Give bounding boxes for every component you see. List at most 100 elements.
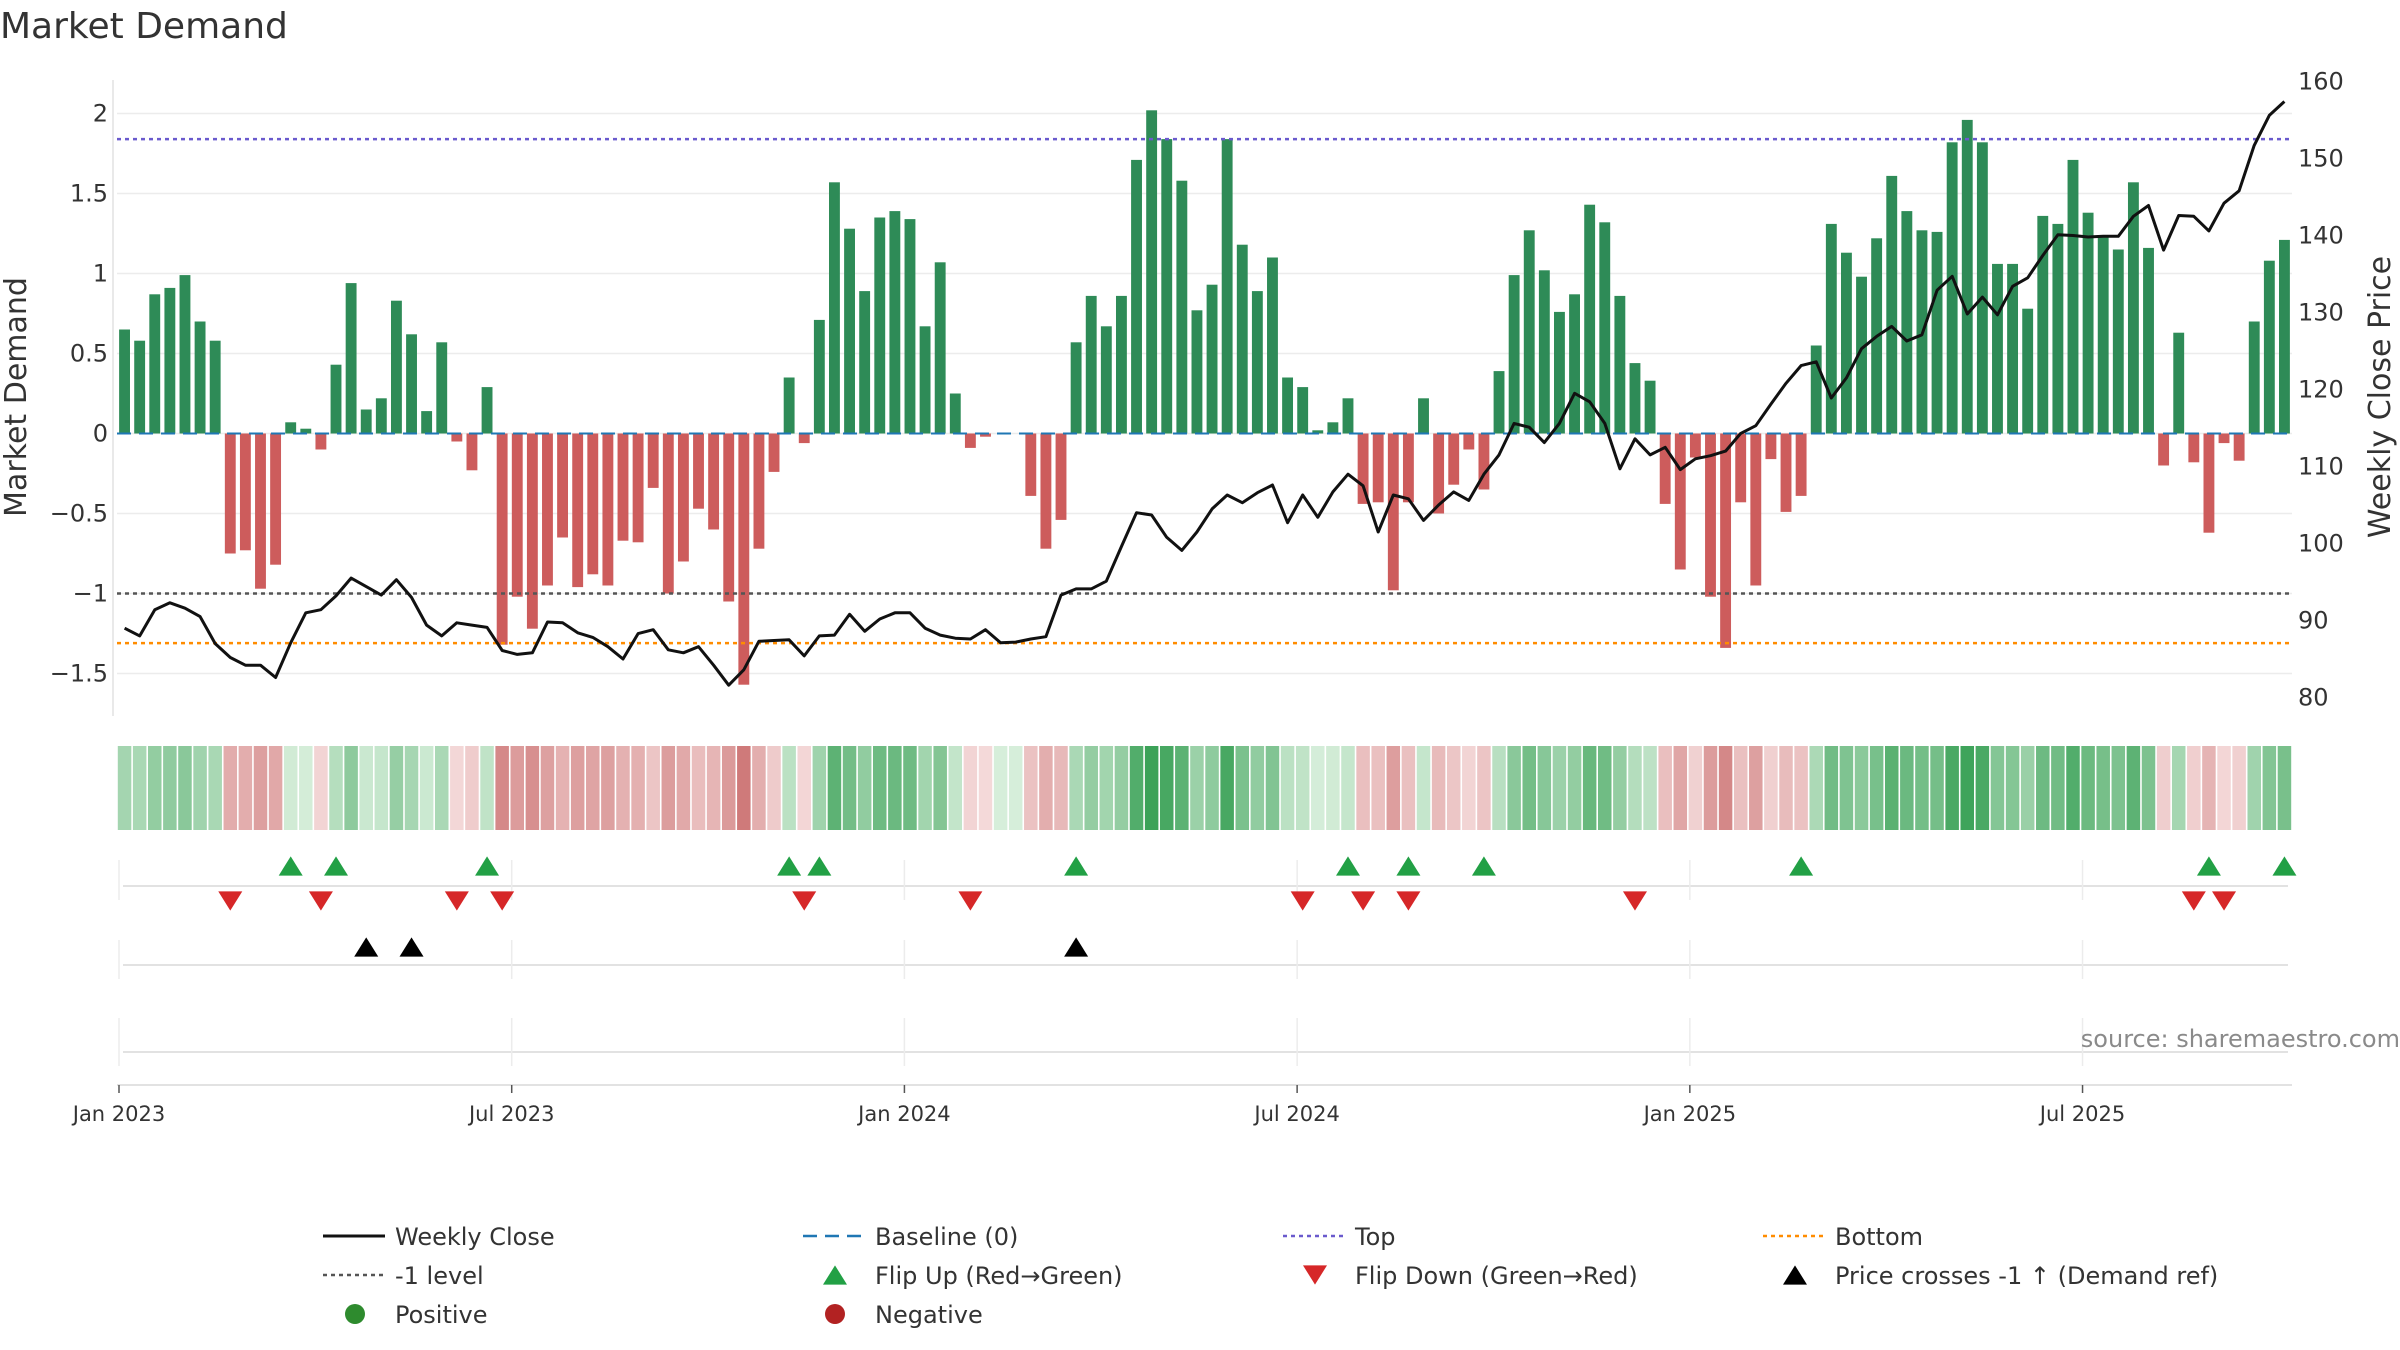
negative-demand-bar xyxy=(1463,433,1475,450)
strip-cell xyxy=(1567,746,1582,830)
flip-up-marker xyxy=(1064,856,1089,876)
strip-cell xyxy=(117,746,132,830)
strip-cell xyxy=(1401,746,1416,830)
strip-cell xyxy=(752,746,766,830)
positive-demand-bar xyxy=(934,262,946,434)
positive-demand-bar xyxy=(889,211,901,434)
left-tick-label: 2 xyxy=(93,100,108,128)
strip-cell xyxy=(148,746,162,830)
negative-demand-bar xyxy=(693,433,704,509)
negative-demand-bar xyxy=(1750,433,1762,586)
positive-demand-bar xyxy=(194,321,206,434)
positive-demand-bar xyxy=(1100,326,1112,434)
x-tick-label: Jul 2025 xyxy=(2038,1102,2125,1126)
strip-cell xyxy=(283,746,298,830)
strip-cell xyxy=(842,746,857,830)
negative-demand-bar xyxy=(511,433,523,597)
positive-demand-bar xyxy=(2248,321,2260,434)
positive-demand-bar xyxy=(1236,244,1248,434)
negative-demand-bar xyxy=(1795,433,1807,496)
negative-demand-bar xyxy=(1735,433,1747,503)
positive-demand-bar xyxy=(2263,260,2275,434)
positive-demand-bar xyxy=(829,182,840,434)
negative-demand-bar xyxy=(1674,433,1686,570)
strip-cell xyxy=(132,746,147,830)
flip-down-marker xyxy=(1351,891,1376,911)
positive-demand-bar xyxy=(1901,211,1913,434)
flip-up-marker xyxy=(1396,856,1421,876)
legend-label: Baseline (0) xyxy=(875,1223,1018,1251)
legend-swatch xyxy=(823,1265,847,1285)
negative-demand-bar xyxy=(587,433,599,575)
strip-cell xyxy=(1446,746,1461,830)
negative-demand-bar xyxy=(980,433,991,437)
positive-demand-bar xyxy=(874,217,886,434)
negative-demand-bar xyxy=(1402,433,1414,503)
strip-cell xyxy=(1930,746,1944,830)
strip-cell xyxy=(1416,746,1431,830)
positive-demand-bar xyxy=(1312,430,1324,434)
demand-heat-strip xyxy=(117,746,2292,830)
flip-down-marker xyxy=(1622,891,1647,911)
legend-label: Flip Down (Green→Red) xyxy=(1355,1262,1638,1290)
strip-cell xyxy=(1960,746,1975,830)
negative-demand-bar xyxy=(1433,433,1445,514)
positive-demand-bar xyxy=(1976,142,1988,434)
right-tick-label: 120 xyxy=(2298,376,2344,404)
strip-cell xyxy=(1295,746,1310,830)
positive-demand-bar xyxy=(1644,380,1656,434)
strip-cell xyxy=(1144,746,1159,830)
legend-label: Flip Up (Red→Green) xyxy=(875,1262,1123,1290)
strip-cell xyxy=(1280,746,1295,830)
weekly-close-path xyxy=(123,100,2286,687)
flip-up-marker xyxy=(1335,856,1360,876)
flip-up-marker xyxy=(475,856,500,876)
negative-demand-bar xyxy=(315,433,327,450)
positive-demand-bar xyxy=(1206,284,1218,434)
right-tick-label: 90 xyxy=(2298,607,2329,635)
reference-lines xyxy=(117,137,2292,645)
strip-cell xyxy=(1990,746,2005,830)
strip-cell xyxy=(1613,746,1627,830)
strip-cell xyxy=(1205,746,1219,830)
positive-demand-bar xyxy=(1176,180,1188,434)
strip-cell xyxy=(1839,746,1854,830)
positive-demand-bar xyxy=(1946,142,1958,434)
flip-down-marker xyxy=(1290,891,1315,911)
flip-down-marker xyxy=(218,891,243,911)
negative-demand-bar xyxy=(632,433,644,543)
strip-cell xyxy=(1854,746,1869,830)
legend-label: Price crosses -1 ↑ (Demand ref) xyxy=(1835,1262,2218,1290)
strip-cell xyxy=(495,746,509,830)
negative-demand-bar xyxy=(708,433,720,530)
strip-cell xyxy=(1598,746,1612,830)
strip-cell xyxy=(2202,746,2216,830)
strip-cell xyxy=(1084,746,1098,830)
flip-up-marker xyxy=(2272,856,2297,876)
positive-demand-bar xyxy=(1161,139,1173,434)
negative-demand-bar xyxy=(1689,433,1701,458)
positive-demand-bar xyxy=(164,287,176,434)
legend-label: Negative xyxy=(875,1301,983,1329)
positive-demand-bar xyxy=(813,319,825,434)
strip-cell xyxy=(1175,746,1189,830)
positive-demand-bar xyxy=(1282,377,1294,434)
flip-up-marker xyxy=(777,856,802,876)
right-tick-label: 100 xyxy=(2298,530,2344,558)
positive-demand-bar xyxy=(1493,371,1505,434)
strip-cell xyxy=(1190,746,1204,830)
strip-cell xyxy=(1311,746,1325,830)
strip-cell xyxy=(1129,746,1144,830)
positive-demand-bar xyxy=(1297,387,1309,434)
negative-demand-bar xyxy=(723,433,735,602)
legend-item: Top xyxy=(1283,1223,1396,1251)
flip-markers-panel xyxy=(118,856,2297,911)
flip-up-marker xyxy=(807,856,832,876)
positive-demand-bar xyxy=(1856,276,1867,434)
strip-cell xyxy=(857,746,872,830)
negative-demand-bar xyxy=(1372,433,1384,503)
legend-item: Weekly Close xyxy=(323,1223,555,1251)
left-tick-label: −0.5 xyxy=(50,500,108,528)
negative-demand-bar xyxy=(738,433,750,685)
legend-item: Flip Down (Green→Red) xyxy=(1303,1262,1638,1290)
